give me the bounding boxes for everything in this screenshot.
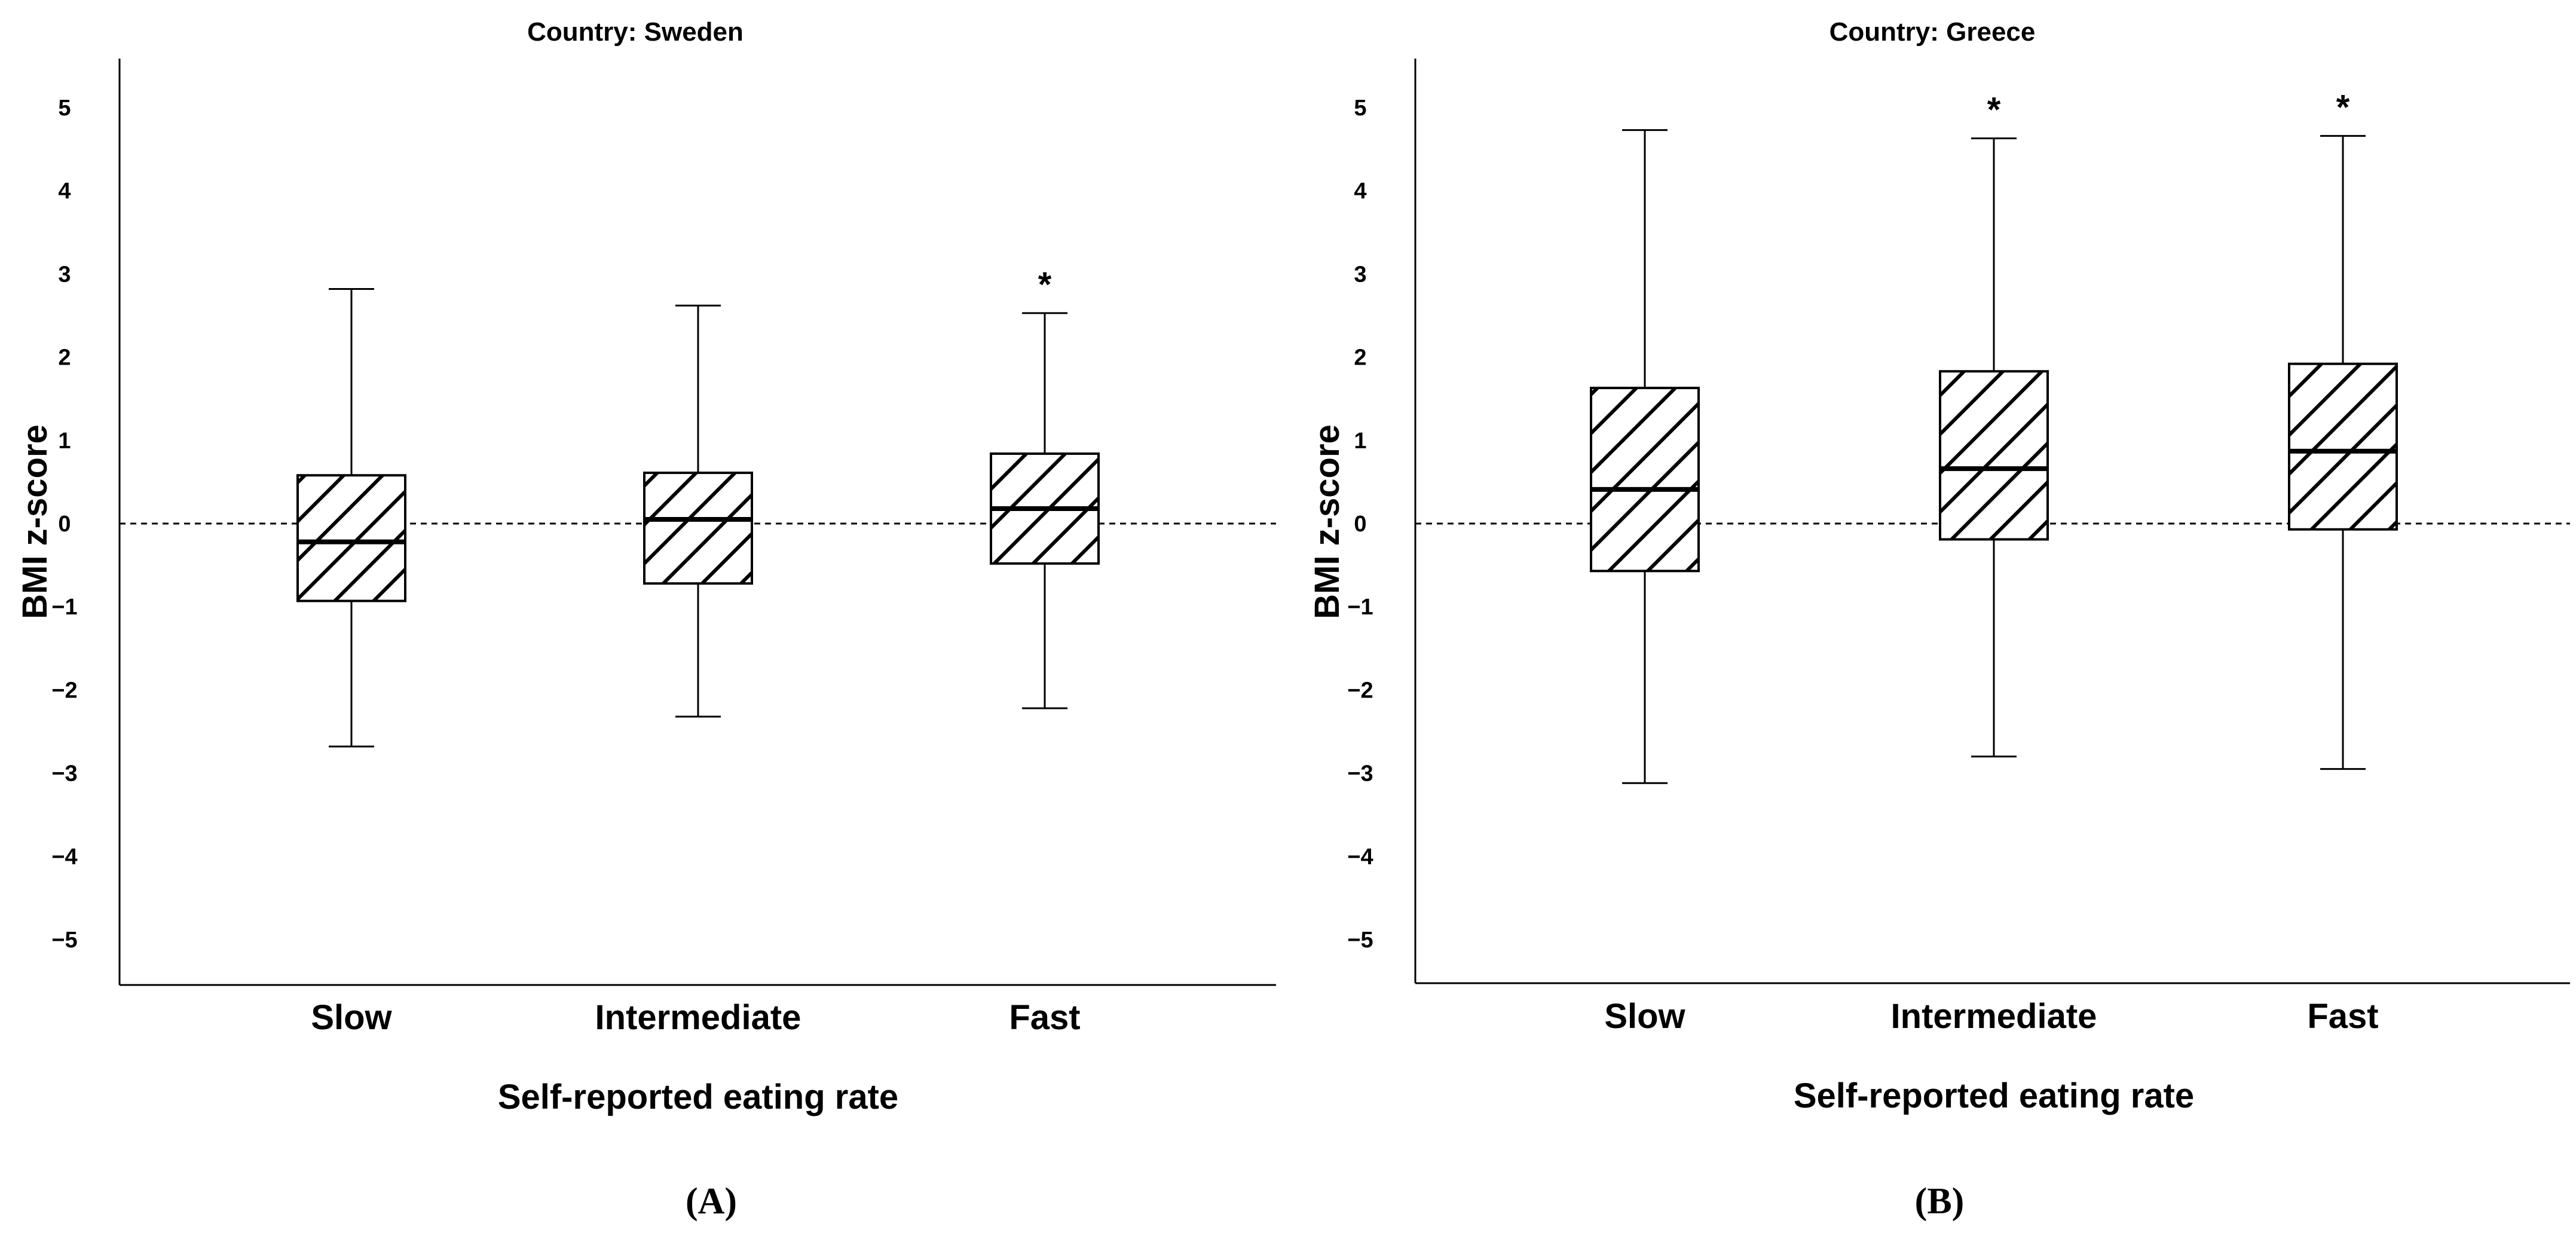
box-slow: [296, 287, 406, 748]
box-slow: [1590, 129, 1700, 784]
panel-label: (B): [1915, 1181, 1965, 1222]
x-axis-label: Self-reported eating rate: [1794, 1076, 2194, 1115]
y-tick-label: 3: [58, 262, 71, 287]
y-tick-label: 5: [58, 96, 71, 121]
y-tick-label: 1: [58, 429, 71, 454]
panel-label: (A): [686, 1181, 737, 1222]
box-intermediate: *: [1939, 91, 2049, 758]
y-tick-label: −5: [1347, 928, 1373, 953]
category-labels: Slow Intermediate Fast: [1604, 997, 2378, 1036]
category-labels: Slow Intermediate Fast: [311, 998, 1080, 1037]
y-tick-labels: 5 4 3 2 1 0 −1 −2 −3 −4 −5: [51, 96, 77, 953]
y-tick-label: −3: [51, 761, 77, 787]
y-tick-label: −2: [1347, 678, 1373, 703]
interquartile-box: [1590, 387, 1700, 573]
y-tick-label: −1: [1347, 595, 1373, 620]
significance-marker: *: [1987, 91, 2001, 130]
interquartile-box: [1939, 370, 2049, 541]
category-label: Intermediate: [595, 998, 801, 1037]
interquartile-box: [2288, 362, 2398, 531]
significance-marker: *: [1038, 265, 1052, 304]
y-tick-label: 5: [1354, 96, 1366, 121]
y-tick-label: 3: [1354, 262, 1366, 287]
box-series: * *: [1590, 88, 2398, 784]
y-tick-label: 2: [58, 345, 71, 371]
category-label: Slow: [1604, 997, 1685, 1036]
y-tick-labels: 5 4 3 2 1 0 −1 −2 −3 −4 −5: [1347, 96, 1373, 953]
panel-title: Country: Sweden: [527, 17, 744, 47]
box-intermediate: [643, 304, 753, 718]
y-tick-label: −4: [1347, 845, 1373, 870]
panel-sweden: Country: Sweden 5 4 3 2 1 0 −1 −2 −3 −4 −5 * Slow I…: [16, 17, 1276, 1222]
box-fast: *: [2288, 88, 2398, 770]
category-label: Fast: [1009, 998, 1080, 1037]
y-tick-label: 1: [1354, 429, 1366, 454]
interquartile-box: [296, 474, 406, 602]
category-label: Slow: [311, 998, 392, 1037]
box-series: *: [296, 265, 1100, 748]
y-axis-label: BMI z-score: [1308, 424, 1347, 619]
panel-title: Country: Greece: [1829, 17, 2036, 47]
y-tick-label: 0: [1354, 512, 1366, 537]
y-axis-label: BMI z-score: [16, 424, 54, 619]
box-fast: *: [990, 265, 1100, 709]
y-tick-label: 4: [1354, 179, 1366, 204]
y-tick-label: 2: [1354, 345, 1366, 371]
y-tick-label: 0: [58, 512, 71, 537]
y-tick-label: −3: [1347, 761, 1373, 787]
category-label: Intermediate: [1891, 997, 2097, 1036]
category-label: Fast: [2307, 997, 2378, 1036]
y-tick-label: 4: [58, 179, 71, 204]
interquartile-box: [643, 472, 753, 585]
x-axis-label: Self-reported eating rate: [498, 1078, 898, 1116]
y-tick-label: −4: [51, 845, 77, 870]
y-tick-label: −5: [51, 928, 77, 953]
y-tick-label: −2: [51, 678, 77, 703]
significance-marker: *: [2336, 88, 2350, 127]
y-tick-label: −1: [51, 595, 77, 620]
